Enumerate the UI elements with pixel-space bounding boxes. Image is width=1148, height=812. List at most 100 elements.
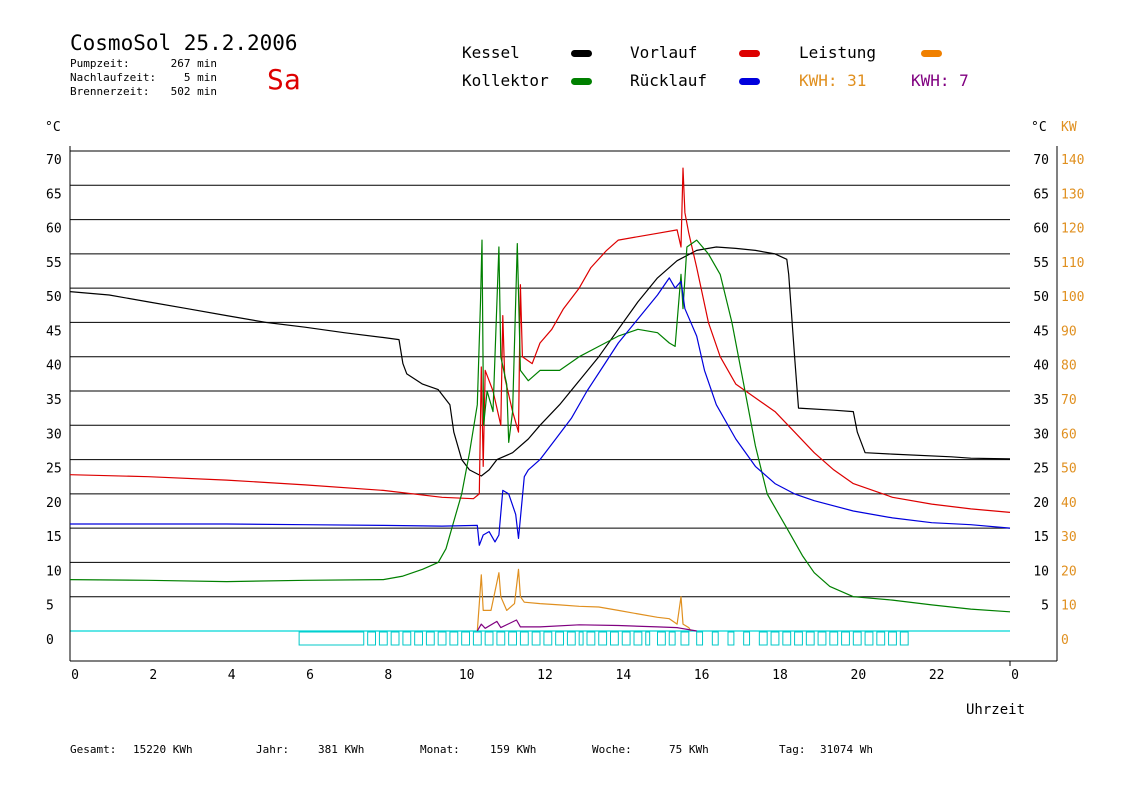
pump-segment <box>645 631 651 646</box>
y2-tick-label: 140 <box>1061 153 1084 168</box>
pump-segment <box>598 631 608 646</box>
y-right-tick-label: 45 <box>1033 324 1049 339</box>
pump-segment <box>449 631 459 646</box>
y-tick-label: 30 <box>46 427 62 442</box>
x-tick-label: 16 <box>694 668 710 683</box>
y2-tick-label: 80 <box>1061 359 1077 374</box>
pump-segment <box>519 631 529 646</box>
y2-tick-label: 130 <box>1061 187 1084 202</box>
pump-segment <box>425 631 435 646</box>
y-right-tick-label: 70 <box>1033 153 1049 168</box>
y-axis-unit-left: °C <box>45 120 61 135</box>
y-tick-label: 50 <box>46 290 62 305</box>
y-right-tick-label: 30 <box>1033 427 1049 442</box>
pump-segment <box>841 631 850 646</box>
x-tick-label: 4 <box>228 668 236 683</box>
y-right-tick-label: 10 <box>1033 564 1049 579</box>
legend-swatch <box>571 50 592 57</box>
pump-segment <box>402 631 412 646</box>
y-tick-label: 65 <box>46 187 62 202</box>
y-tick-label: 55 <box>46 256 62 271</box>
x-tick-label: 20 <box>851 668 867 683</box>
pump-segment <box>621 631 631 646</box>
x-tick-label: 0 <box>71 668 79 683</box>
y2-tick-label: 100 <box>1061 290 1084 305</box>
pump-segment <box>566 631 576 646</box>
x-tick-label: 22 <box>929 668 945 683</box>
x-tick-label: 14 <box>616 668 632 683</box>
pump-segment <box>817 631 827 646</box>
y-tick-label: 45 <box>46 324 62 339</box>
y2-tick-label: 70 <box>1061 393 1077 408</box>
y-tick-label: 5 <box>46 599 54 614</box>
kwh-purple: KWH: 7 <box>911 71 969 90</box>
y-right-tick-label: 65 <box>1033 187 1049 202</box>
y-tick-label: 40 <box>46 359 62 374</box>
footer-label: Tag: <box>779 743 806 756</box>
stat-label: Pumpzeit: <box>70 57 130 70</box>
y2-tick-label: 110 <box>1061 256 1084 271</box>
legend: Kessel Vorlauf Leistung Kollektor Rückla… <box>462 43 969 90</box>
y-tick-label: 15 <box>46 530 62 545</box>
stat-value: 502 min <box>171 85 217 98</box>
y2-axis-unit: KW <box>1061 120 1077 135</box>
footer-value: 31074 Wh <box>820 743 873 756</box>
legend-label: Vorlauf <box>630 43 697 62</box>
footer-label: Gesamt: <box>70 743 116 756</box>
y-tick-label: 25 <box>46 462 62 477</box>
y2-tick-label: 40 <box>1061 496 1077 511</box>
y-tick-label: 10 <box>46 564 62 579</box>
pump-segment <box>586 631 596 646</box>
pump-segment <box>680 631 690 646</box>
pump-segment <box>531 631 541 646</box>
x-tick-label: 2 <box>149 668 157 683</box>
x-tick-label: 0 <box>1011 668 1019 683</box>
legend-label: Leistung <box>799 43 876 62</box>
pump-segment <box>805 631 815 646</box>
stat-value: 5 min <box>184 71 217 84</box>
y2-tick-label: 20 <box>1061 564 1077 579</box>
footer-label: Woche: <box>592 743 632 756</box>
y-right-tick-label: 15 <box>1033 530 1049 545</box>
x-tick-label: 8 <box>384 668 392 683</box>
series-line-leistung <box>476 568 692 632</box>
pump-segment <box>758 631 768 646</box>
pump-segment <box>555 631 565 646</box>
pump-segment <box>298 631 365 646</box>
y-axis-unit-right: °C <box>1031 120 1047 135</box>
y-tick-label: 70 <box>46 153 62 168</box>
pump-segment <box>472 631 482 646</box>
y-right-tick-label: 40 <box>1033 359 1049 374</box>
stat-label: Brennerzeit: <box>70 85 149 98</box>
y-tick-label: 60 <box>46 222 62 237</box>
y-tick-label: 20 <box>46 496 62 511</box>
x-tick-label: 10 <box>459 668 475 683</box>
legend-label: Kollektor <box>462 71 549 90</box>
y2-tick-label: 30 <box>1061 530 1077 545</box>
series-line-kessel <box>69 246 1011 477</box>
pump-segment <box>496 631 506 646</box>
footer-totals: Gesamt: 15220 KWh Jahr: 381 KWh Monat: 1… <box>70 743 873 756</box>
x-tick-label: 18 <box>772 668 788 683</box>
y-right-tick-label: 35 <box>1033 393 1049 408</box>
y-right-tick-label: 25 <box>1033 462 1049 477</box>
pump-segment <box>782 631 792 646</box>
pump-segment <box>578 631 584 646</box>
pump-segment <box>414 631 423 646</box>
y2-tick-label: 60 <box>1061 427 1077 442</box>
pump-indicator <box>298 631 909 646</box>
legend-swatch <box>739 78 760 85</box>
pump-segment <box>610 631 619 646</box>
pump-segment <box>668 631 676 646</box>
legend-label: Kessel <box>462 43 520 62</box>
stat-label: Nachlaufzeit: <box>70 71 156 84</box>
y2-tick-label: 10 <box>1061 599 1077 614</box>
y-right-tick-label: 55 <box>1033 256 1049 271</box>
series-lines <box>69 167 1011 632</box>
footer-label: Monat: <box>420 743 460 756</box>
footer-label: Jahr: <box>256 743 289 756</box>
y-right-tick-label: 50 <box>1033 290 1049 305</box>
footer-value: 381 KWh <box>318 743 364 756</box>
pump-segment <box>633 631 643 646</box>
